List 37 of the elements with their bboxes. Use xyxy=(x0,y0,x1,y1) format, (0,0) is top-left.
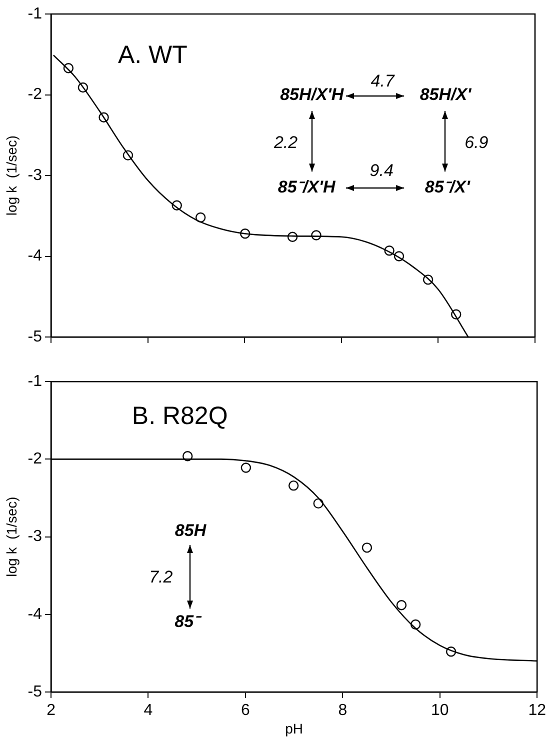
y-tick-label: -3 xyxy=(28,166,42,184)
x-tick-label: 2 xyxy=(46,702,56,720)
x-tick-label: 4 xyxy=(144,702,153,720)
annotation: 9.4 xyxy=(370,161,394,180)
annotation: 7.2 xyxy=(149,568,174,587)
annotation: 85⁻ xyxy=(174,612,203,631)
annotation: 85H xyxy=(174,521,207,540)
y-tick-label: -2 xyxy=(28,450,42,468)
point xyxy=(195,212,206,223)
x-tick-label: 12 xyxy=(528,702,546,720)
y-tick-label: -3 xyxy=(28,528,42,546)
y-tick-label: -5 xyxy=(28,328,42,346)
y-tick-label: -4 xyxy=(28,248,42,265)
annotation: 85H/X'H xyxy=(280,85,344,104)
text: B. R82Q xyxy=(132,402,228,430)
point xyxy=(396,600,407,610)
y-tick-label: -2 xyxy=(28,86,42,104)
x-tick-label: 6 xyxy=(241,702,250,720)
point xyxy=(362,542,372,553)
point xyxy=(288,480,299,491)
x-tick-label: 10 xyxy=(430,702,449,720)
x-axis-title: pH xyxy=(285,720,304,736)
annotation: 6.9 xyxy=(464,132,489,152)
x-tick-label: 8 xyxy=(338,702,348,720)
text: A. WT xyxy=(118,40,188,69)
y-axis-title: log k (1/sec) xyxy=(3,135,20,216)
y-axis-title: log k (1/sec) xyxy=(3,496,20,577)
annotation: 2.2 xyxy=(272,132,298,152)
point xyxy=(240,462,252,473)
y-tick-label: -1 xyxy=(28,5,42,22)
annotation: 85H/X' xyxy=(420,85,472,104)
annotation: 85⁻/X' xyxy=(424,177,471,196)
annotation: 85⁻/X'H xyxy=(278,177,336,196)
annotation: 4.7 xyxy=(370,72,395,91)
y-tick-label: -1 xyxy=(28,373,42,390)
y-tick-label: -5 xyxy=(28,683,42,700)
y-tick-label: -4 xyxy=(28,606,42,623)
